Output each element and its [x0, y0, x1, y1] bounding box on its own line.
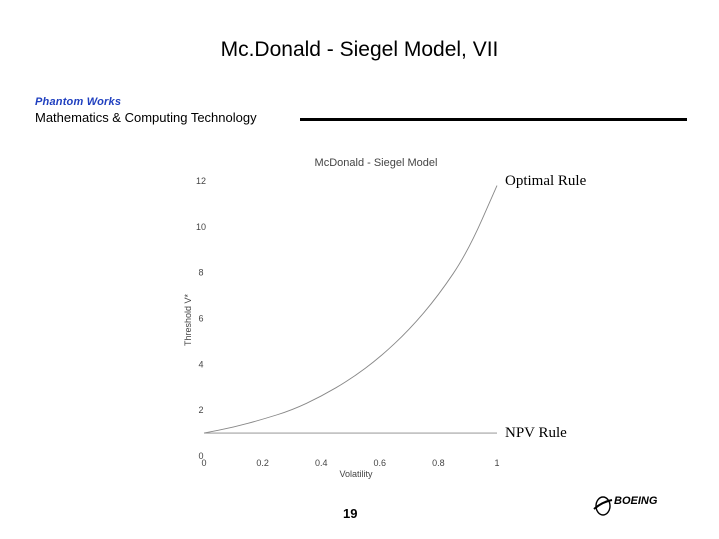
y-tick-label: 8: [198, 268, 203, 278]
y-tick-label: 12: [196, 176, 206, 186]
y-tick-label: 6: [198, 314, 203, 324]
page-number: 19: [343, 506, 358, 521]
annotation-optimal-rule: Optimal Rule: [505, 173, 587, 189]
x-tick-label: 0.6: [374, 458, 387, 468]
boeing-wordmark: BOEING: [614, 495, 658, 507]
x-tick-label: 0: [201, 458, 206, 468]
slide-title: Mc.Donald - Siegel Model, VII: [220, 38, 499, 61]
y-tick-label: 2: [198, 405, 203, 415]
boeing-logo: BOEING: [593, 495, 658, 516]
x-tick-label: 1: [494, 458, 499, 468]
boeing-symbol-icon: [593, 496, 613, 516]
optimal-rule-line: [203, 185, 498, 434]
y-tick-label: 0: [198, 451, 203, 461]
x-tick-label: 0.4: [315, 458, 328, 468]
chart-series: [203, 185, 498, 434]
phantom-works-logo: Phantom Works: [35, 96, 122, 108]
annotation-npv-rule: NPV Rule: [505, 425, 567, 441]
x-axis-label: Volatility: [339, 469, 373, 479]
y-tick-label: 10: [196, 222, 206, 232]
x-tick-label: 0.8: [432, 458, 445, 468]
y-axis-label: Threshold V*: [183, 293, 193, 346]
chart-title: McDonald - Siegel Model: [315, 157, 438, 169]
y-tick-label: 4: [198, 359, 203, 369]
department-label: Mathematics & Computing Technology: [35, 110, 257, 125]
x-tick-label: 0.2: [256, 458, 269, 468]
header-divider: [300, 118, 687, 121]
